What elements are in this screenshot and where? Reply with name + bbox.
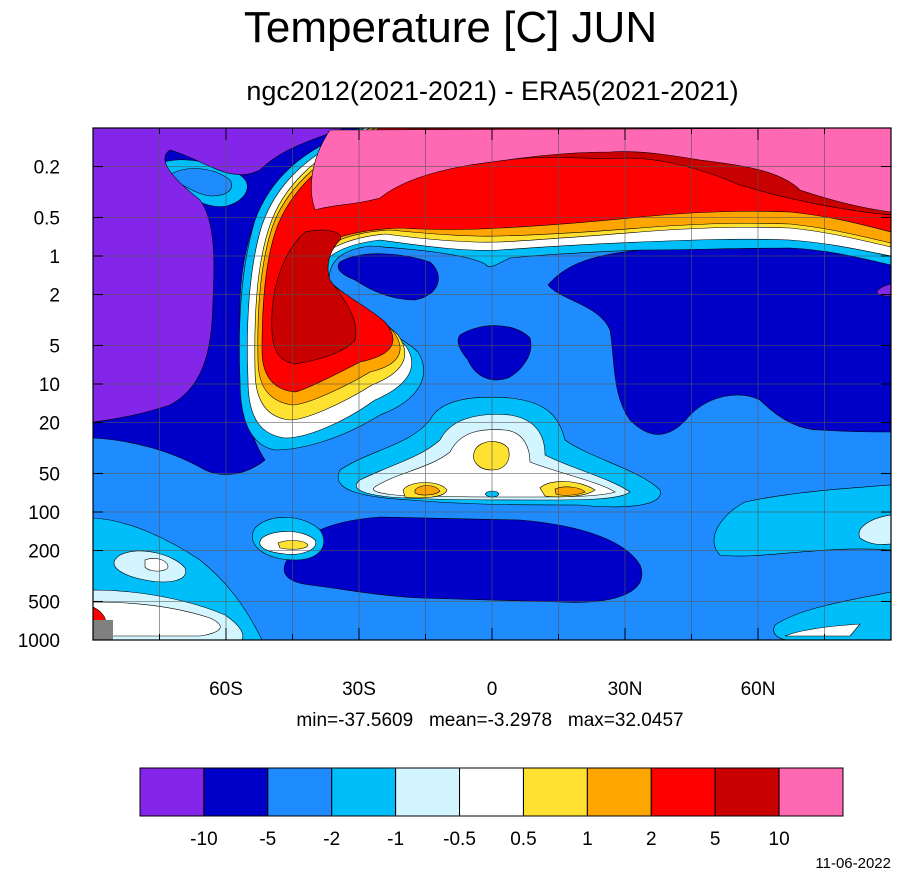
y-tick-label: 0.2 bbox=[34, 158, 60, 179]
colorbar-label: 2 bbox=[646, 829, 657, 850]
field-dark-blue-lower bbox=[283, 516, 643, 603]
colorbar-label: -1 bbox=[387, 829, 404, 850]
colorbar-swatch bbox=[714, 767, 780, 817]
x-tick-label: 0 bbox=[487, 679, 498, 700]
stats-line: min=-37.5609 mean=-3.2978 max=32.0457 bbox=[140, 710, 840, 732]
colorbar-label: 1 bbox=[582, 829, 593, 850]
field-light-right bbox=[858, 514, 891, 545]
colorbar-label: 5 bbox=[710, 829, 721, 850]
colorbar-swatch bbox=[778, 767, 844, 817]
y-tick-label: 5 bbox=[49, 336, 60, 357]
x-tick-label: 60N bbox=[741, 679, 776, 700]
y-axis-labels: 0.2 0.5 1 2 5 10 20 50 100 200 500 1000 bbox=[18, 158, 60, 652]
y-tick-label: 2 bbox=[49, 286, 60, 307]
y-tick-label: 500 bbox=[28, 592, 60, 613]
x-tick-label: 30S bbox=[342, 679, 376, 700]
colorbar-label: -0.5 bbox=[443, 829, 476, 850]
colorbar-swatch bbox=[459, 767, 524, 817]
colorbar-swatch bbox=[586, 767, 652, 817]
colorbar-swatch bbox=[395, 767, 461, 817]
colorbar-label: -5 bbox=[259, 829, 276, 850]
field-white-cell-1 bbox=[144, 558, 169, 572]
stat-max: max=32.0457 bbox=[567, 710, 684, 731]
x-axis-labels: 60S 30S 0 30N 60N bbox=[209, 679, 775, 700]
colorbar-label: 0.5 bbox=[510, 829, 536, 850]
field-yellow-tropics-1 bbox=[473, 441, 510, 471]
y-tick-label: 50 bbox=[39, 464, 60, 485]
colorbar-swatch bbox=[203, 767, 269, 817]
y-tick-label: 200 bbox=[28, 542, 60, 563]
colorbar-swatch bbox=[267, 767, 333, 817]
field-dark-blue-equator bbox=[457, 325, 532, 381]
colorbar-label: -2 bbox=[323, 829, 340, 850]
stat-min: min=-37.5609 bbox=[296, 710, 414, 731]
colorbar-swatch bbox=[650, 767, 716, 817]
colorbar-swatch bbox=[331, 767, 397, 817]
colorbar-swatch bbox=[522, 767, 588, 817]
field-purple-south bbox=[93, 128, 346, 423]
colorbar bbox=[139, 767, 844, 817]
field-orange-tropics-2 bbox=[414, 485, 441, 496]
chart-subtitle: ngc2012(2021-2021) - ERA5(2021-2021) bbox=[246, 76, 739, 106]
field-dark-blue-equatorial bbox=[337, 253, 439, 301]
y-tick-label: 0.5 bbox=[34, 208, 60, 229]
colorbar-label: 10 bbox=[769, 829, 790, 850]
date-stamp: 11-06-2022 bbox=[815, 855, 891, 872]
y-tick-label: 10 bbox=[39, 375, 60, 396]
colorbar-labels: -10 -5 -2 -1 -0.5 0.5 1 2 5 10 bbox=[190, 829, 789, 850]
field-purple-north bbox=[876, 283, 891, 297]
colorbar-label: -10 bbox=[190, 829, 217, 850]
y-tick-label: 100 bbox=[28, 503, 60, 524]
field-white-right-surface bbox=[784, 623, 861, 637]
colorbar-swatch bbox=[139, 767, 205, 817]
field-yellow-mid-south bbox=[277, 540, 309, 550]
y-tick-label: 1000 bbox=[18, 631, 60, 652]
axis-ticks bbox=[93, 128, 891, 641]
stat-mean: mean=-3.2978 bbox=[428, 710, 553, 731]
y-tick-label: 1 bbox=[49, 247, 60, 268]
field-missing-data bbox=[93, 620, 113, 640]
y-tick-label: 20 bbox=[39, 414, 60, 435]
chart-title: Temperature [C] JUN bbox=[243, 3, 658, 52]
x-tick-label: 30N bbox=[608, 679, 643, 700]
field-white-surface bbox=[93, 601, 221, 637]
field-pink-north bbox=[311, 128, 891, 213]
field-orange-tropics-3 bbox=[554, 486, 586, 496]
x-tick-label: 60S bbox=[209, 679, 243, 700]
